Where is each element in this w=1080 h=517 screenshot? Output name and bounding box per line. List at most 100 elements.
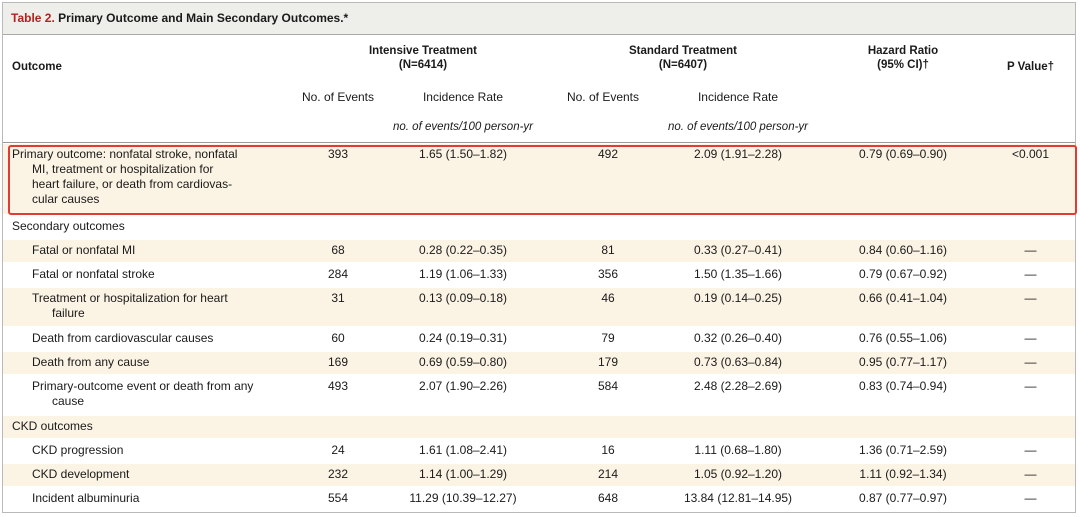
standard-rate: 2.48 (2.28–2.69): [693, 379, 783, 393]
standard-rate: 0.19 (0.14–0.25): [693, 291, 783, 305]
table-row: Primary-outcome event or death from any …: [3, 376, 1075, 414]
row-label-line: Primary-outcome event or death from any: [32, 379, 254, 393]
table-title-bar: Table 2. Primary Outcome and Main Second…: [3, 3, 1075, 35]
row-label: CKD progression: [32, 443, 124, 457]
intensive-rate: 1.14 (1.00–1.29): [418, 467, 508, 481]
row-label: CKD development: [32, 467, 130, 481]
intensive-rate: 1.65 (1.50–1.82): [418, 147, 508, 161]
intensive-events: 60: [331, 331, 345, 345]
hazard-ratio: 0.84 (0.60–1.16): [858, 243, 948, 257]
row-label-line: cause: [52, 394, 85, 408]
row-label: Death from cardiovascular causes: [32, 331, 214, 345]
table-title-text: Primary Outcome and Main Secondary Outco…: [58, 11, 349, 25]
primary-outcome-highlight-box: [8, 145, 1077, 215]
hazard-ratio: 0.83 (0.74–0.94): [858, 379, 948, 393]
standard-rate: 2.09 (1.91–2.28): [693, 147, 783, 161]
standard-rate: 1.05 (0.92–1.20): [693, 467, 783, 481]
intensive-events: 393: [327, 147, 349, 161]
intensive-events: 68: [331, 243, 345, 257]
row-label: Primary outcome: nonfatal stroke, nonfat…: [12, 147, 272, 207]
section-label: Secondary outcomes: [12, 219, 125, 233]
row-label-line: cular causes: [32, 192, 100, 206]
header-standard: Standard Treatment (N=6407): [583, 44, 783, 72]
row-label-line: Primary outcome: nonfatal stroke, nonfat…: [12, 147, 238, 161]
hazard-ratio: 0.79 (0.69–0.90): [858, 147, 948, 161]
hazard-ratio: 0.95 (0.77–1.17): [858, 355, 948, 369]
table-row: Fatal or nonfatal MI 68 0.28 (0.22–0.35)…: [3, 240, 1075, 262]
table-row: CKD development 232 1.14 (1.00–1.29) 214…: [3, 464, 1075, 486]
intensive-rate: 1.19 (1.06–1.33): [418, 267, 508, 281]
intensive-rate: 11.29 (10.39–12.27): [409, 491, 517, 505]
subheader-intensive-events: No. of Events: [301, 90, 375, 104]
standard-rate: 0.32 (0.26–0.40): [693, 331, 783, 345]
intensive-events: 284: [327, 267, 349, 281]
subheader-standard-rate: Incidence Rate: [697, 90, 779, 104]
p-value: —: [1024, 291, 1037, 305]
standard-events: 356: [597, 267, 619, 281]
intensive-rate: 1.61 (1.08–2.41): [418, 443, 508, 457]
header-hazard-ci: (95% CI)†: [877, 59, 929, 71]
intensive-rate: 0.13 (0.09–0.18): [418, 291, 508, 305]
standard-events: 79: [601, 331, 615, 345]
p-value: —: [1024, 355, 1037, 369]
header-hazard-title: Hazard Ratio: [867, 45, 939, 57]
intensive-rate: 0.28 (0.22–0.35): [418, 243, 508, 257]
p-value: —: [1024, 331, 1037, 345]
p-value: —: [1024, 267, 1037, 281]
intensive-events: 493: [327, 379, 349, 393]
table-row: Incident albuminuria 554 11.29 (10.39–12…: [3, 488, 1075, 510]
hazard-ratio: 0.87 (0.77–0.97): [858, 491, 948, 505]
standard-events: 492: [597, 147, 619, 161]
p-value: —: [1024, 443, 1037, 457]
standard-rate: 1.11 (0.68–1.80): [694, 443, 782, 457]
intensive-rate: 0.24 (0.19–0.31): [418, 331, 508, 345]
subheader-standard-events: No. of Events: [566, 90, 640, 104]
standard-events: 81: [601, 243, 615, 257]
table-row: Death from cardiovascular causes 60 0.24…: [3, 328, 1075, 350]
standard-rate: 0.73 (0.63–0.84): [693, 355, 783, 369]
p-value: —: [1024, 243, 1037, 257]
table-number: Table 2.: [11, 11, 55, 25]
row-label: Death from any cause: [32, 355, 150, 369]
row-label: Treatment or hospitalization for heart f…: [32, 291, 277, 321]
p-value: —: [1024, 491, 1037, 505]
intensive-events: 24: [331, 443, 345, 457]
subheader-intensive-rate: Incidence Rate: [422, 90, 504, 104]
section-row: Secondary outcomes: [3, 216, 1075, 238]
standard-events: 16: [601, 443, 615, 457]
intensive-events: 31: [331, 291, 345, 305]
table-title: Table 2. Primary Outcome and Main Second…: [11, 11, 348, 25]
p-value: —: [1024, 379, 1037, 393]
row-label: Primary-outcome event or death from any …: [32, 379, 277, 409]
row-label-line: MI, treatment or hospitalization for: [32, 162, 214, 176]
row-label: Fatal or nonfatal stroke: [32, 267, 155, 281]
standard-rate: 13.84 (12.81–14.95): [683, 491, 793, 505]
header-hazard: Hazard Ratio (95% CI)†: [833, 44, 973, 72]
standard-rate: 1.50 (1.35–1.66): [693, 267, 783, 281]
intensive-events: 169: [327, 355, 349, 369]
header-divider: [3, 142, 1075, 143]
table-row: Fatal or nonfatal stroke 284 1.19 (1.06–…: [3, 264, 1075, 286]
intensive-rate: 2.07 (1.90–2.26): [418, 379, 508, 393]
header-standard-n: (N=6407): [658, 59, 708, 71]
row-label-line: Treatment or hospitalization for heart: [32, 291, 228, 305]
table-row: Death from any cause 169 0.69 (0.59–0.80…: [3, 352, 1075, 374]
intensive-rate: 0.69 (0.59–0.80): [418, 355, 508, 369]
intensive-events: 554: [327, 491, 349, 505]
hazard-ratio: 1.36 (0.71–2.59): [858, 443, 948, 457]
standard-rate: 0.33 (0.27–0.41): [693, 243, 783, 257]
header-intensive-title: Intensive Treatment: [368, 45, 477, 57]
section-row: CKD outcomes: [3, 416, 1075, 438]
p-value: <0.001: [1011, 147, 1050, 161]
standard-events: 214: [597, 467, 619, 481]
hazard-ratio: 1.11 (0.92–1.34): [859, 467, 947, 481]
section-label: CKD outcomes: [12, 419, 93, 433]
row-label-line: failure: [52, 306, 85, 320]
standard-events: 46: [601, 291, 615, 305]
table-row: Primary outcome: nonfatal stroke, nonfat…: [3, 144, 1075, 214]
intensive-events: 232: [327, 467, 349, 481]
unit-intensive-rate: no. of events/100 person-yr: [393, 121, 533, 133]
header-intensive-n: (N=6414): [398, 59, 448, 71]
hazard-ratio: 0.66 (0.41–1.04): [858, 291, 948, 305]
